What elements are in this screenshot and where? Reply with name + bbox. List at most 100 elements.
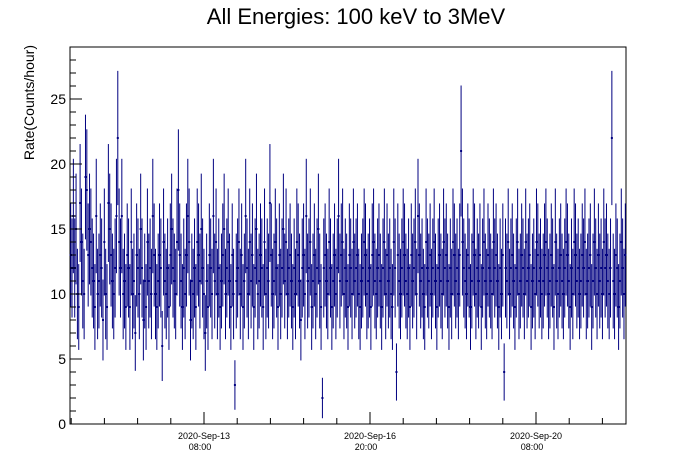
data-point (396, 254, 399, 256)
data-point (418, 254, 421, 256)
data-point (161, 345, 164, 347)
data-point (97, 280, 100, 282)
data-point (355, 267, 358, 269)
data-point (388, 267, 391, 269)
data-point (439, 280, 442, 282)
data-point (204, 332, 207, 334)
data-point (515, 267, 518, 269)
y-tick-label: 5 (58, 351, 66, 367)
data-point (159, 267, 162, 269)
data-point (561, 280, 564, 282)
data-point (582, 267, 585, 269)
y-tick-label: 10 (50, 286, 66, 302)
data-point (466, 254, 469, 256)
data-point (145, 306, 148, 308)
data-point (534, 293, 537, 295)
data-point (84, 176, 87, 178)
data-point (612, 280, 615, 282)
data-point (426, 267, 429, 269)
data-point (600, 267, 603, 269)
data-point (613, 293, 616, 295)
data-point (546, 267, 549, 269)
data-point (460, 150, 463, 152)
data-point (231, 254, 234, 256)
plot-frame (69, 46, 627, 425)
data-point (158, 254, 161, 256)
data-point (596, 293, 599, 295)
data-point (488, 267, 491, 269)
data-point (594, 267, 597, 269)
data-point (559, 254, 562, 256)
data-point (80, 241, 83, 243)
data-point (624, 254, 627, 256)
data-point (254, 267, 257, 269)
data-point (185, 254, 188, 256)
data-point (240, 254, 243, 256)
data-point (403, 254, 406, 256)
data-point (435, 306, 438, 308)
data-point (371, 254, 374, 256)
data-point (384, 293, 387, 295)
data-point (569, 306, 572, 308)
data-point (258, 280, 261, 282)
data-point (383, 241, 386, 243)
data-point (522, 267, 525, 269)
data-point (286, 293, 289, 295)
data-point (347, 306, 349, 308)
data-point (142, 319, 145, 321)
data-point (165, 293, 168, 295)
data-point (587, 267, 590, 269)
data-point (442, 241, 445, 243)
data-point (411, 280, 414, 282)
data-point (398, 280, 401, 282)
data-point (430, 293, 433, 295)
data-point (244, 215, 247, 217)
data-point (548, 280, 551, 282)
data-point (192, 293, 195, 295)
data-point (453, 254, 456, 256)
data-point (171, 267, 174, 269)
data-point (614, 254, 617, 256)
data-point (509, 267, 512, 269)
data-point (544, 241, 547, 243)
data-point (583, 241, 586, 243)
data-point (301, 267, 304, 269)
data-point (578, 293, 581, 295)
data-point (579, 280, 582, 282)
data-point (332, 280, 335, 282)
data-point (333, 254, 336, 256)
data-point (314, 293, 317, 295)
y-axis: 0 5 10 15 20 25 (50, 59, 82, 432)
data-point (617, 306, 620, 308)
data-point (135, 254, 138, 256)
data-point (200, 228, 203, 230)
data-point (235, 280, 238, 282)
data-point (320, 306, 323, 308)
data-point (211, 293, 214, 295)
data-point (508, 293, 511, 295)
data-point (149, 267, 152, 269)
data-point (180, 280, 183, 282)
data-point (380, 306, 383, 308)
data-point (392, 241, 395, 243)
data-point (477, 280, 480, 282)
data-point (141, 267, 144, 269)
data-point (577, 267, 580, 269)
data-point (99, 254, 102, 256)
data-point (106, 306, 109, 308)
data-point (177, 189, 180, 191)
data-point (341, 241, 344, 243)
data-point (532, 267, 535, 269)
data-point (336, 267, 339, 269)
data-point (458, 254, 461, 256)
data-point (123, 280, 126, 282)
data-point (216, 293, 219, 295)
data-point (552, 306, 555, 308)
data-point (206, 306, 209, 308)
data-point (330, 306, 333, 308)
data-point (281, 267, 284, 269)
data-point (457, 293, 460, 295)
data-point (274, 241, 277, 243)
data-point (101, 319, 104, 321)
